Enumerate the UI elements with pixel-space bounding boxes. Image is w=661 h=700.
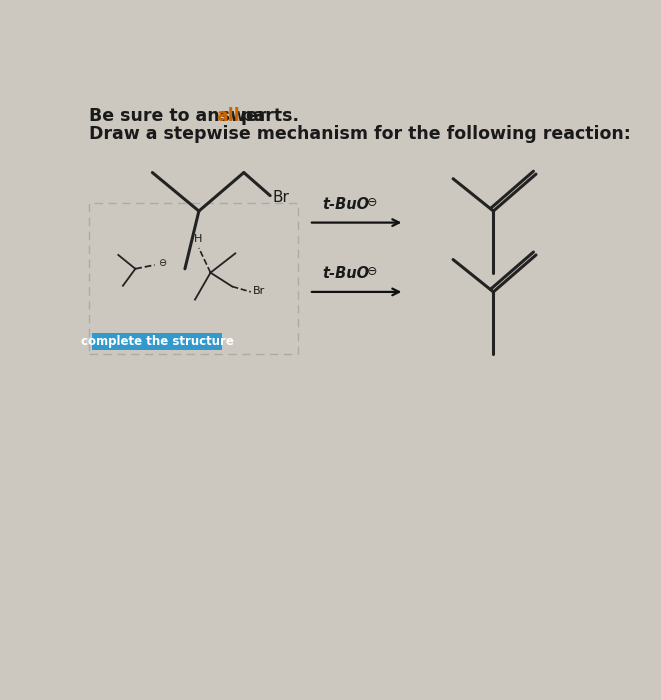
Text: parts.: parts. (235, 107, 299, 125)
Text: ⊖: ⊖ (159, 258, 167, 267)
Text: Br: Br (272, 190, 290, 204)
Text: ⊖: ⊖ (366, 196, 377, 209)
Text: Be sure to answer: Be sure to answer (89, 107, 272, 125)
Text: t-BuO: t-BuO (323, 266, 369, 281)
Text: complete the structure: complete the structure (81, 335, 233, 348)
Text: ⊖: ⊖ (366, 265, 377, 278)
Text: H: H (194, 234, 202, 244)
Text: Draw a stepwise mechanism for the following reaction:: Draw a stepwise mechanism for the follow… (89, 125, 631, 143)
Text: t-BuO: t-BuO (323, 197, 369, 212)
Bar (92, 332, 222, 349)
Text: Br: Br (253, 286, 265, 296)
Text: all: all (216, 107, 240, 125)
Bar (89, 203, 298, 354)
